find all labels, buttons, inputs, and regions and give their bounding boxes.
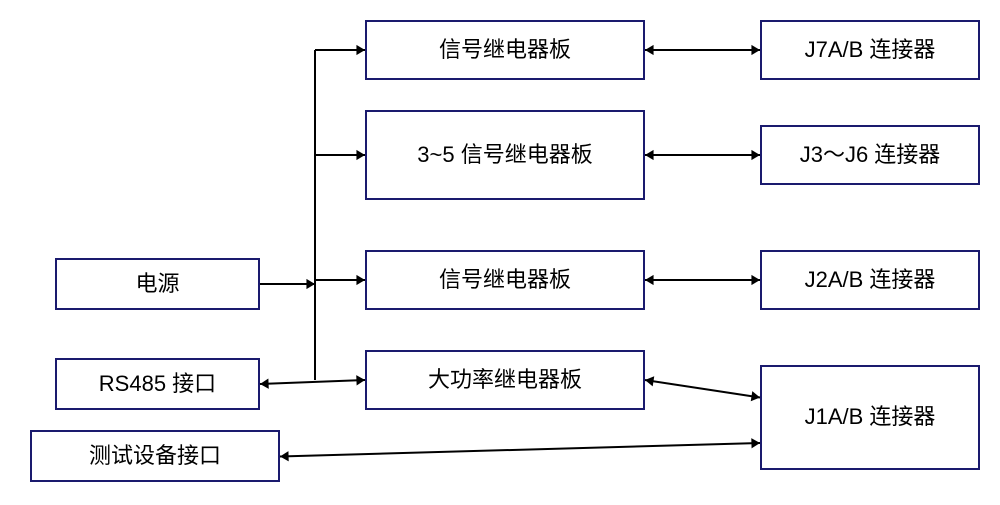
- box-relay-j2: 信号继电器板: [365, 250, 645, 310]
- arrow-bus-r3: [300, 265, 380, 295]
- box-relay-3-5: 3~5 信号继电器板: [365, 110, 645, 200]
- box-j7: J7A/B 连接器: [760, 20, 980, 80]
- arrow-r2-j3: [630, 140, 775, 170]
- box-relay-j7: 信号继电器板: [365, 20, 645, 80]
- arrow-r3-j2: [630, 265, 775, 295]
- box-j2: J2A/B 连接器: [760, 250, 980, 310]
- arrow-r1-j7: [630, 35, 775, 65]
- box-test-interface: 测试设备接口: [30, 430, 280, 482]
- box-j1: J1A/B 连接器: [760, 365, 980, 470]
- arrow-test-j1: [265, 428, 775, 472]
- box-relay-highpower: 大功率继电器板: [365, 350, 645, 410]
- arrow-rs485-r4: [245, 365, 380, 399]
- arrow-bus-r2: [300, 140, 380, 170]
- box-power: 电源: [55, 258, 260, 310]
- bus-vertical: [300, 35, 330, 395]
- arrow-bus-r1: [300, 35, 380, 65]
- box-j3-j6: J3～J6 连接器: [760, 125, 980, 185]
- box-rs485: RS485 接口: [55, 358, 260, 410]
- arrow-r4-j1: [630, 365, 775, 413]
